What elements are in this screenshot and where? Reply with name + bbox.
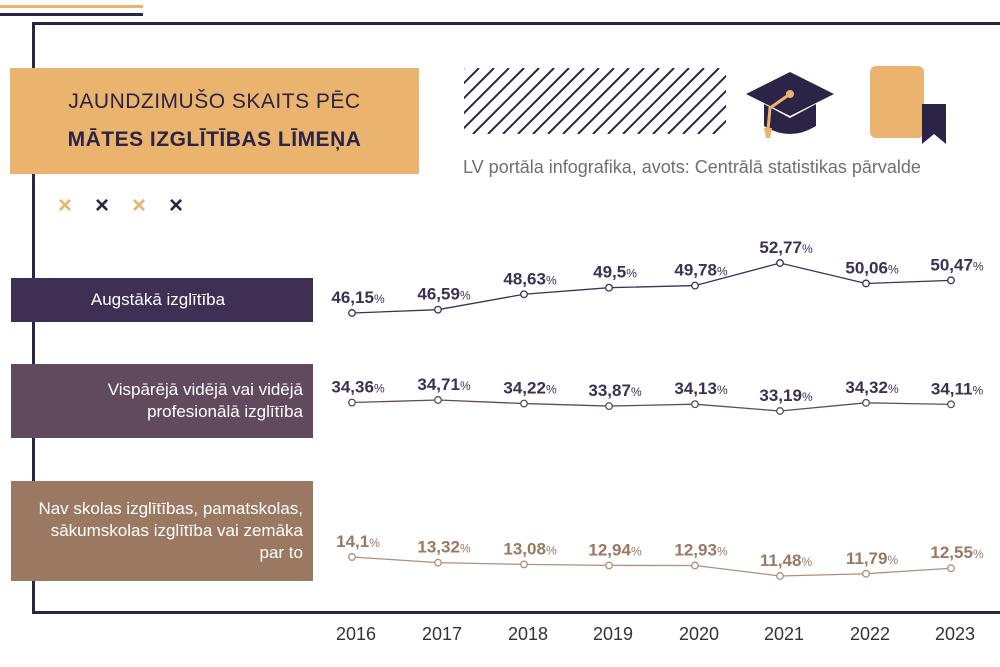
data-label-basic-2020: 12,93%	[674, 540, 728, 559]
year-label-2016: 2016	[335, 624, 377, 644]
data-point-basic-2020	[691, 561, 699, 570]
data-point-basic-2023	[947, 564, 955, 573]
data-label-secondary-2017: 34,71%	[417, 375, 471, 394]
data-label-basic-2018: 13,08%	[503, 539, 557, 558]
data-point-secondary-2020	[691, 400, 699, 409]
decor-mark-3: ×	[132, 192, 147, 219]
category-label-higher: Augstākā izglītība	[11, 278, 313, 322]
data-label-higher-2021: 52,77%	[759, 238, 813, 257]
data-label-higher-2018: 48,63%	[503, 269, 557, 288]
data-point-basic-2017	[434, 558, 442, 567]
data-point-higher-2017	[434, 305, 442, 314]
data-label-higher-2020: 49,78%	[674, 261, 728, 280]
category-label-secondary-text: Vispārējā vidējā vai vidējā profesionālā…	[107, 380, 303, 421]
data-label-basic-2022: 11,79%	[846, 549, 899, 568]
series-line-secondary	[351, 399, 952, 412]
data-point-secondary-2017	[434, 396, 442, 404]
data-label-basic-2017: 13,32%	[417, 538, 471, 557]
source-note: LV portāla infografika, avots: Centrālā …	[463, 157, 921, 177]
data-point-basic-2021	[776, 572, 784, 580]
data-label-secondary-2018: 34,22%	[503, 379, 557, 398]
data-point-basic-2016	[348, 553, 356, 561]
data-point-higher-2018	[520, 290, 528, 299]
year-label-2020: 2020	[678, 624, 720, 644]
data-point-secondary-2019	[605, 402, 613, 411]
title-box: JAUNDZIMUŠO SKAITS PĒC MĀTES IZGLĪTĪBAS …	[10, 68, 419, 174]
data-point-higher-2016	[348, 309, 356, 317]
data-point-higher-2021	[776, 259, 784, 267]
data-point-higher-2019	[605, 283, 613, 292]
book-bookmark-icon	[870, 66, 946, 144]
graduation-cap-icon	[746, 72, 834, 138]
decor-mark-4: ×	[169, 192, 184, 219]
data-point-basic-2018	[520, 560, 528, 569]
top-line-dark	[0, 13, 143, 16]
year-label-2023: 2023	[934, 624, 976, 644]
data-point-secondary-2023	[947, 400, 955, 409]
data-point-higher-2023	[947, 276, 955, 285]
decor-mark-1: ×	[58, 192, 73, 219]
data-label-higher-2017: 46,59%	[417, 285, 471, 304]
data-point-basic-2022	[862, 569, 870, 578]
hatch-pattern-icon	[464, 68, 726, 134]
data-label-higher-2016: 46,15%	[331, 288, 385, 307]
category-label-basic: Nav skolas izglītības, pamatskolas, sāku…	[11, 481, 313, 581]
year-label-2018: 2018	[507, 624, 549, 644]
category-label-basic-text: Nav skolas izglītības, pamatskolas, sāku…	[38, 499, 303, 562]
data-label-basic-2016: 14,1%	[336, 532, 380, 551]
year-label-2017: 2017	[421, 624, 463, 644]
data-label-higher-2022: 50,06%	[845, 258, 899, 277]
data-label-higher-2023: 50,47%	[930, 255, 984, 274]
data-label-secondary-2020: 34,13%	[674, 379, 728, 398]
category-label-higher-text: Augstākā izglītība	[90, 290, 226, 309]
title-line-1: JAUNDZIMUŠO SKAITS PĒC	[68, 90, 361, 113]
data-label-secondary-2022: 34,32%	[845, 378, 899, 397]
data-point-secondary-2018	[520, 399, 528, 408]
data-point-basic-2019	[605, 561, 613, 570]
series-line-higher	[351, 262, 952, 314]
data-point-higher-2022	[862, 279, 870, 288]
decor-mark-2: ×	[95, 192, 110, 219]
data-label-higher-2019: 49,5%	[593, 263, 637, 282]
data-label-secondary-2016: 34,36%	[331, 378, 385, 397]
data-label-secondary-2019: 33,87%	[588, 381, 642, 400]
title-line-2: MĀTES IZGLĪTĪBAS LĪMEŅA	[67, 128, 362, 151]
year-label-2019: 2019	[592, 624, 634, 644]
data-point-secondary-2022	[862, 398, 870, 407]
year-label-2022: 2022	[849, 624, 891, 644]
year-label-2021: 2021	[763, 624, 805, 644]
data-label-basic-2021: 11,48%	[760, 551, 813, 570]
data-point-secondary-2021	[776, 407, 784, 415]
data-point-secondary-2016	[348, 398, 356, 407]
top-line-accent	[0, 5, 143, 8]
data-label-basic-2023: 12,55%	[930, 543, 984, 562]
data-label-secondary-2023: 34,11%	[931, 379, 984, 398]
category-label-secondary: Vispārējā vidējā vai vidējā profesionālā…	[11, 364, 313, 438]
series-line-basic	[351, 556, 952, 577]
data-label-basic-2019: 12,94%	[588, 540, 642, 559]
data-label-secondary-2021: 33,19%	[759, 386, 813, 405]
data-point-higher-2020	[691, 281, 699, 290]
